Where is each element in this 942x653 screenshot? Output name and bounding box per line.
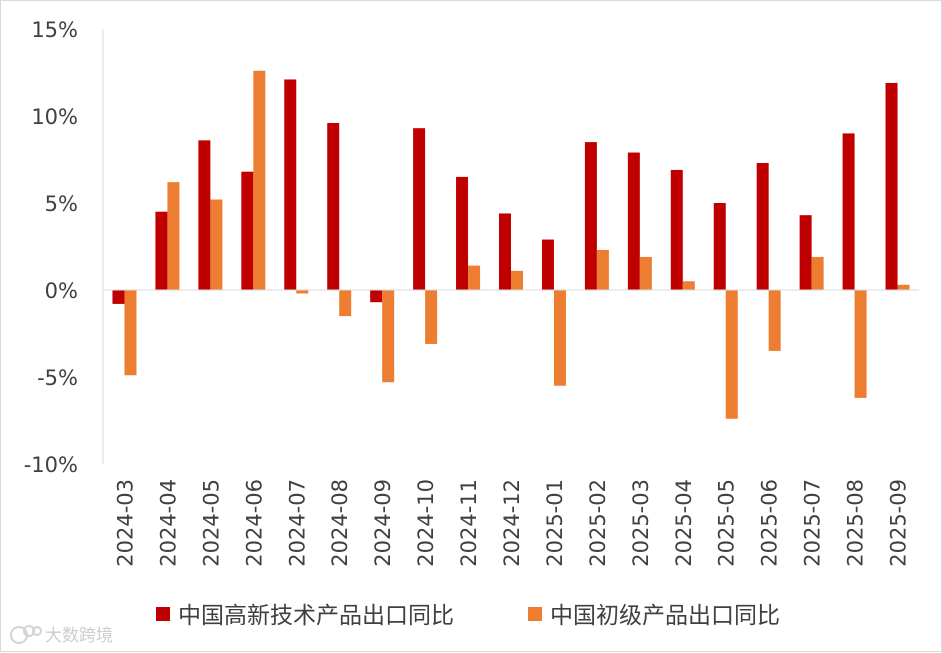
legend-swatch-series-2 [528,607,542,621]
x-tick-label: 2024-05 [199,479,223,567]
bar-series-2-2024-03 [124,290,137,376]
x-tick-label: 2025-02 [586,479,610,567]
bar-series-2-2024-05 [210,199,223,290]
x-tick-label: 2024-12 [500,479,524,567]
y-tick-labels: 15% 10% 5% 0% -5% -10% [24,18,78,477]
bar-series-2-2024-07 [296,290,309,294]
bar-series-2-2025-02 [596,249,609,290]
bar-series-1-2025-07 [799,215,812,290]
legend-swatch-series-1 [156,607,170,621]
bar-series-1-2024-08 [327,122,340,291]
x-tick-label: 2025-04 [672,479,696,567]
x-tick-label: 2024-06 [242,479,266,567]
bar-series-2-2025-09 [897,284,910,290]
x-tick-label: 2024-07 [285,479,309,567]
y-tick-label: 0% [45,279,78,303]
bar-series-2-2025-01 [553,290,566,386]
bar-series-1-2025-06 [756,162,769,290]
bar-series-1-2024-11 [456,176,469,290]
watermark-text: 大数跨境 [45,626,113,646]
y-tick-label: 15% [31,18,78,42]
x-tick-label: 2025-09 [887,479,911,567]
bar-series-2-2024-10 [425,290,438,344]
bar-series-2-2025-06 [768,290,781,351]
legend: 中国高新技术产品出口同比 中国初级产品出口同比 [156,603,780,629]
bar-series-2-2024-12 [511,270,523,290]
bar-series-2-2025-08 [854,290,867,398]
watermark: 大数跨境 [10,625,113,646]
y-tick-label: 10% [31,105,78,129]
legend-label-series-2: 中国初级产品出口同比 [550,603,780,629]
bar-series-2-2025-05 [725,290,738,419]
bar-series-2-2024-06 [253,70,266,290]
x-tick-labels: 2024-03 2024-04 2024-05 2024-06 2024-07 2024-… [113,479,910,567]
y-tick-label: -5% [37,366,78,390]
x-tick-label: 2024-09 [371,479,395,567]
x-tick-label: 2024-04 [156,479,180,567]
legend-label-series-1: 中国高新技术产品出口同比 [178,603,454,629]
bar-series-1-2024-03 [112,290,125,304]
watermark-logo-icon [10,625,42,644]
bar-series-1-2025-09 [885,82,898,290]
y-tick-label: 5% [45,192,78,216]
bar-series-2-2025-07 [811,256,824,290]
bars-group [112,70,910,419]
bar-series-1-2024-05 [198,140,211,290]
bar-series-2-2024-08 [339,290,352,317]
bar-series-2-2024-11 [468,265,481,290]
bar-series-2-2024-04 [167,182,180,290]
bar-series-1-2024-12 [499,213,511,290]
bar-series-1-2025-01 [541,239,554,290]
bar-series-1-2024-09 [370,290,383,303]
bar-series-1-2025-02 [584,142,597,290]
bar-series-1-2024-06 [241,171,254,290]
bar-series-1-2025-08 [842,133,855,290]
bar-series-1-2024-10 [413,128,426,290]
x-tick-label: 2025-01 [543,479,567,567]
bar-series-2-2025-03 [639,256,652,290]
x-tick-label: 2024-08 [328,479,352,567]
x-tick-label: 2025-03 [629,479,653,567]
y-tick-label: -10% [24,453,78,477]
bar-series-1-2024-04 [155,211,168,290]
x-tick-label: 2024-10 [414,479,438,567]
bar-series-2-2025-04 [682,281,695,290]
x-tick-label: 2024-03 [113,479,137,567]
bar-series-1-2024-07 [284,79,297,291]
bar-series-1-2025-05 [713,203,726,290]
bar-series-1-2025-03 [627,152,640,290]
x-tick-label: 2025-07 [801,479,825,567]
x-tick-label: 2025-06 [758,479,782,567]
bar-series-2-2024-09 [382,290,395,383]
x-tick-label: 2025-08 [844,479,868,567]
x-tick-label: 2024-11 [457,479,481,567]
bar-series-1-2025-04 [670,169,683,290]
x-tick-label: 2025-05 [715,479,739,567]
